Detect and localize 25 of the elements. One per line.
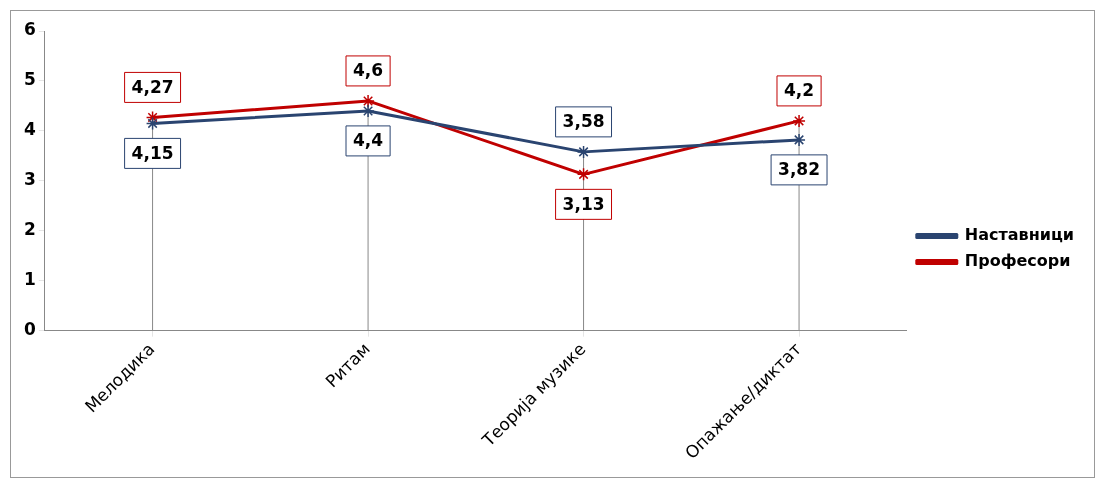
point (361, 94, 375, 108)
point (361, 104, 375, 118)
point (792, 133, 806, 147)
y-tick-label: 2 (23, 219, 36, 240)
y-tick-label: 5 (23, 69, 36, 90)
data-label: 3,13 (562, 193, 605, 214)
data-label: 4,6 (353, 60, 384, 81)
y-tick-label: 4 (23, 119, 36, 140)
point (145, 110, 160, 125)
data-label: 3,58 (562, 111, 605, 132)
legend-label: Наставници (964, 225, 1074, 245)
data-label: 4,2 (783, 80, 815, 101)
data-label: 4,27 (131, 76, 174, 97)
data-label: 3,82 (778, 159, 821, 180)
y-tick-label: 3 (23, 169, 36, 190)
point (792, 114, 806, 128)
data-label: 4,15 (131, 142, 174, 163)
point (576, 145, 591, 159)
point (576, 167, 591, 182)
y-tick-label: 0 (23, 319, 36, 340)
legend-label: Професори (964, 251, 1071, 271)
point (145, 116, 160, 131)
data-label: 4,4 (353, 130, 384, 151)
y-tick-label: 6 (23, 19, 36, 40)
y-tick-label: 1 (23, 269, 36, 290)
